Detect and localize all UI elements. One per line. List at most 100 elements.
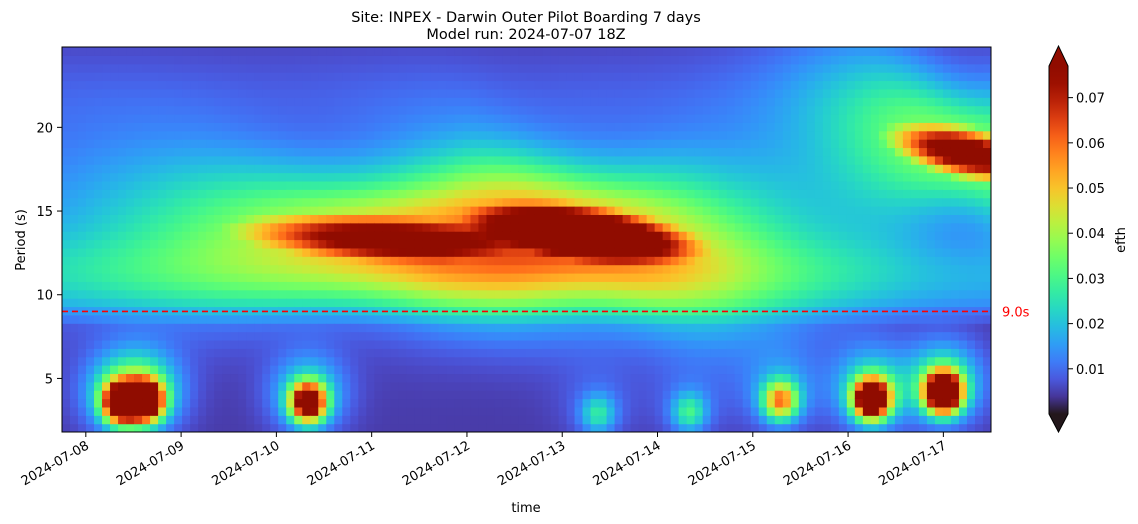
heatmap-cell	[750, 55, 760, 65]
heatmap-cell	[118, 231, 127, 241]
heatmap-cell	[622, 239, 632, 249]
heatmap-cell	[238, 348, 247, 358]
heatmap-cell	[702, 55, 712, 65]
heatmap-cell	[790, 331, 800, 341]
heatmap-cell	[278, 105, 287, 115]
heatmap-cell	[726, 63, 736, 73]
heatmap-cell	[766, 306, 776, 316]
heatmap-cell	[358, 339, 367, 349]
heatmap-cell	[830, 222, 840, 232]
heatmap-cell	[486, 122, 496, 132]
heatmap-cell	[318, 88, 327, 98]
heatmap-cell	[102, 180, 111, 190]
heatmap-cell	[454, 189, 464, 199]
heatmap-cell	[222, 247, 231, 257]
heatmap-cell	[86, 63, 95, 73]
heatmap-cell	[830, 97, 840, 107]
heatmap-cell	[662, 365, 672, 375]
heatmap-cell	[598, 373, 608, 383]
heatmap-cell	[454, 406, 464, 416]
heatmap-cell	[598, 406, 608, 416]
heatmap-cell	[662, 80, 672, 90]
heatmap-cell	[710, 415, 720, 425]
heatmap-cell	[534, 130, 544, 140]
heatmap-cell	[366, 197, 375, 207]
heatmap-cell	[886, 306, 896, 316]
heatmap-cell	[910, 339, 920, 349]
heatmap-cell	[846, 155, 856, 165]
heatmap-cell	[302, 373, 311, 383]
heatmap-cell	[710, 365, 720, 375]
heatmap-cell	[158, 97, 167, 107]
heatmap-cell	[166, 88, 175, 98]
heatmap-cell	[638, 323, 648, 333]
heatmap-cell	[398, 390, 407, 400]
heatmap-cell	[462, 105, 472, 115]
heatmap-cell	[598, 339, 608, 349]
heatmap-cell	[774, 105, 784, 115]
heatmap-cell	[398, 47, 407, 56]
heatmap-cell	[230, 206, 239, 215]
heatmap-cell	[142, 381, 151, 391]
heatmap-cell	[510, 256, 520, 266]
heatmap-cell	[790, 63, 800, 73]
heatmap-cell	[694, 189, 704, 199]
heatmap-cell	[374, 113, 383, 123]
heatmap-cell	[278, 88, 287, 98]
heatmap-cell	[166, 105, 175, 115]
heatmap-cell	[894, 298, 904, 308]
heatmap-cell	[286, 306, 295, 316]
heatmap-cell	[462, 331, 472, 341]
heatmap-cell	[782, 197, 792, 207]
heatmap-cell	[654, 155, 664, 165]
heatmap-cell	[646, 256, 656, 266]
heatmap-cell	[422, 339, 431, 349]
heatmap-cell	[326, 130, 335, 140]
heatmap-cell	[334, 323, 343, 333]
heatmap-cell	[382, 398, 391, 408]
heatmap-cell	[790, 289, 800, 299]
heatmap-cell	[646, 415, 656, 425]
heatmap-cell	[542, 356, 552, 366]
heatmap-cell	[910, 155, 920, 165]
heatmap-cell	[214, 164, 223, 174]
heatmap-cell	[582, 298, 592, 308]
heatmap-cell	[566, 122, 576, 132]
heatmap-cell	[710, 88, 720, 98]
heatmap-cell	[694, 88, 704, 98]
heatmap-cell	[462, 298, 472, 308]
heatmap-cell	[478, 147, 488, 157]
heatmap-cell	[70, 206, 79, 215]
heatmap-cell	[486, 373, 496, 383]
heatmap-cell	[134, 164, 143, 174]
heatmap-cell	[158, 247, 167, 257]
heatmap-cell	[198, 189, 207, 199]
heatmap-cell	[854, 264, 864, 274]
heatmap-cell	[430, 398, 440, 408]
heatmap-cell	[502, 423, 512, 432]
heatmap-cell	[334, 272, 343, 282]
heatmap-cell	[582, 406, 592, 416]
heatmap-cell	[710, 214, 720, 224]
heatmap-cell	[126, 306, 135, 316]
heatmap-cell	[606, 239, 616, 249]
heatmap-cell	[718, 47, 728, 56]
heatmap-cell	[542, 72, 552, 82]
heatmap-cell	[534, 155, 544, 165]
heatmap-cell	[366, 72, 375, 82]
heatmap-cell	[606, 164, 616, 174]
heatmap-cell	[382, 88, 391, 98]
heatmap-cell	[486, 164, 496, 174]
heatmap-cell	[174, 214, 183, 224]
heatmap-cell	[694, 356, 704, 366]
heatmap-cell	[710, 314, 720, 324]
heatmap-cell	[374, 331, 383, 341]
heatmap-cell	[206, 348, 215, 358]
heatmap-cell	[150, 381, 159, 391]
heatmap-cell	[150, 113, 159, 123]
heatmap-cell	[118, 197, 127, 207]
heatmap-cell	[166, 348, 175, 358]
heatmap-cell	[438, 113, 448, 123]
heatmap-cell	[358, 155, 367, 165]
heatmap-cell	[718, 339, 728, 349]
